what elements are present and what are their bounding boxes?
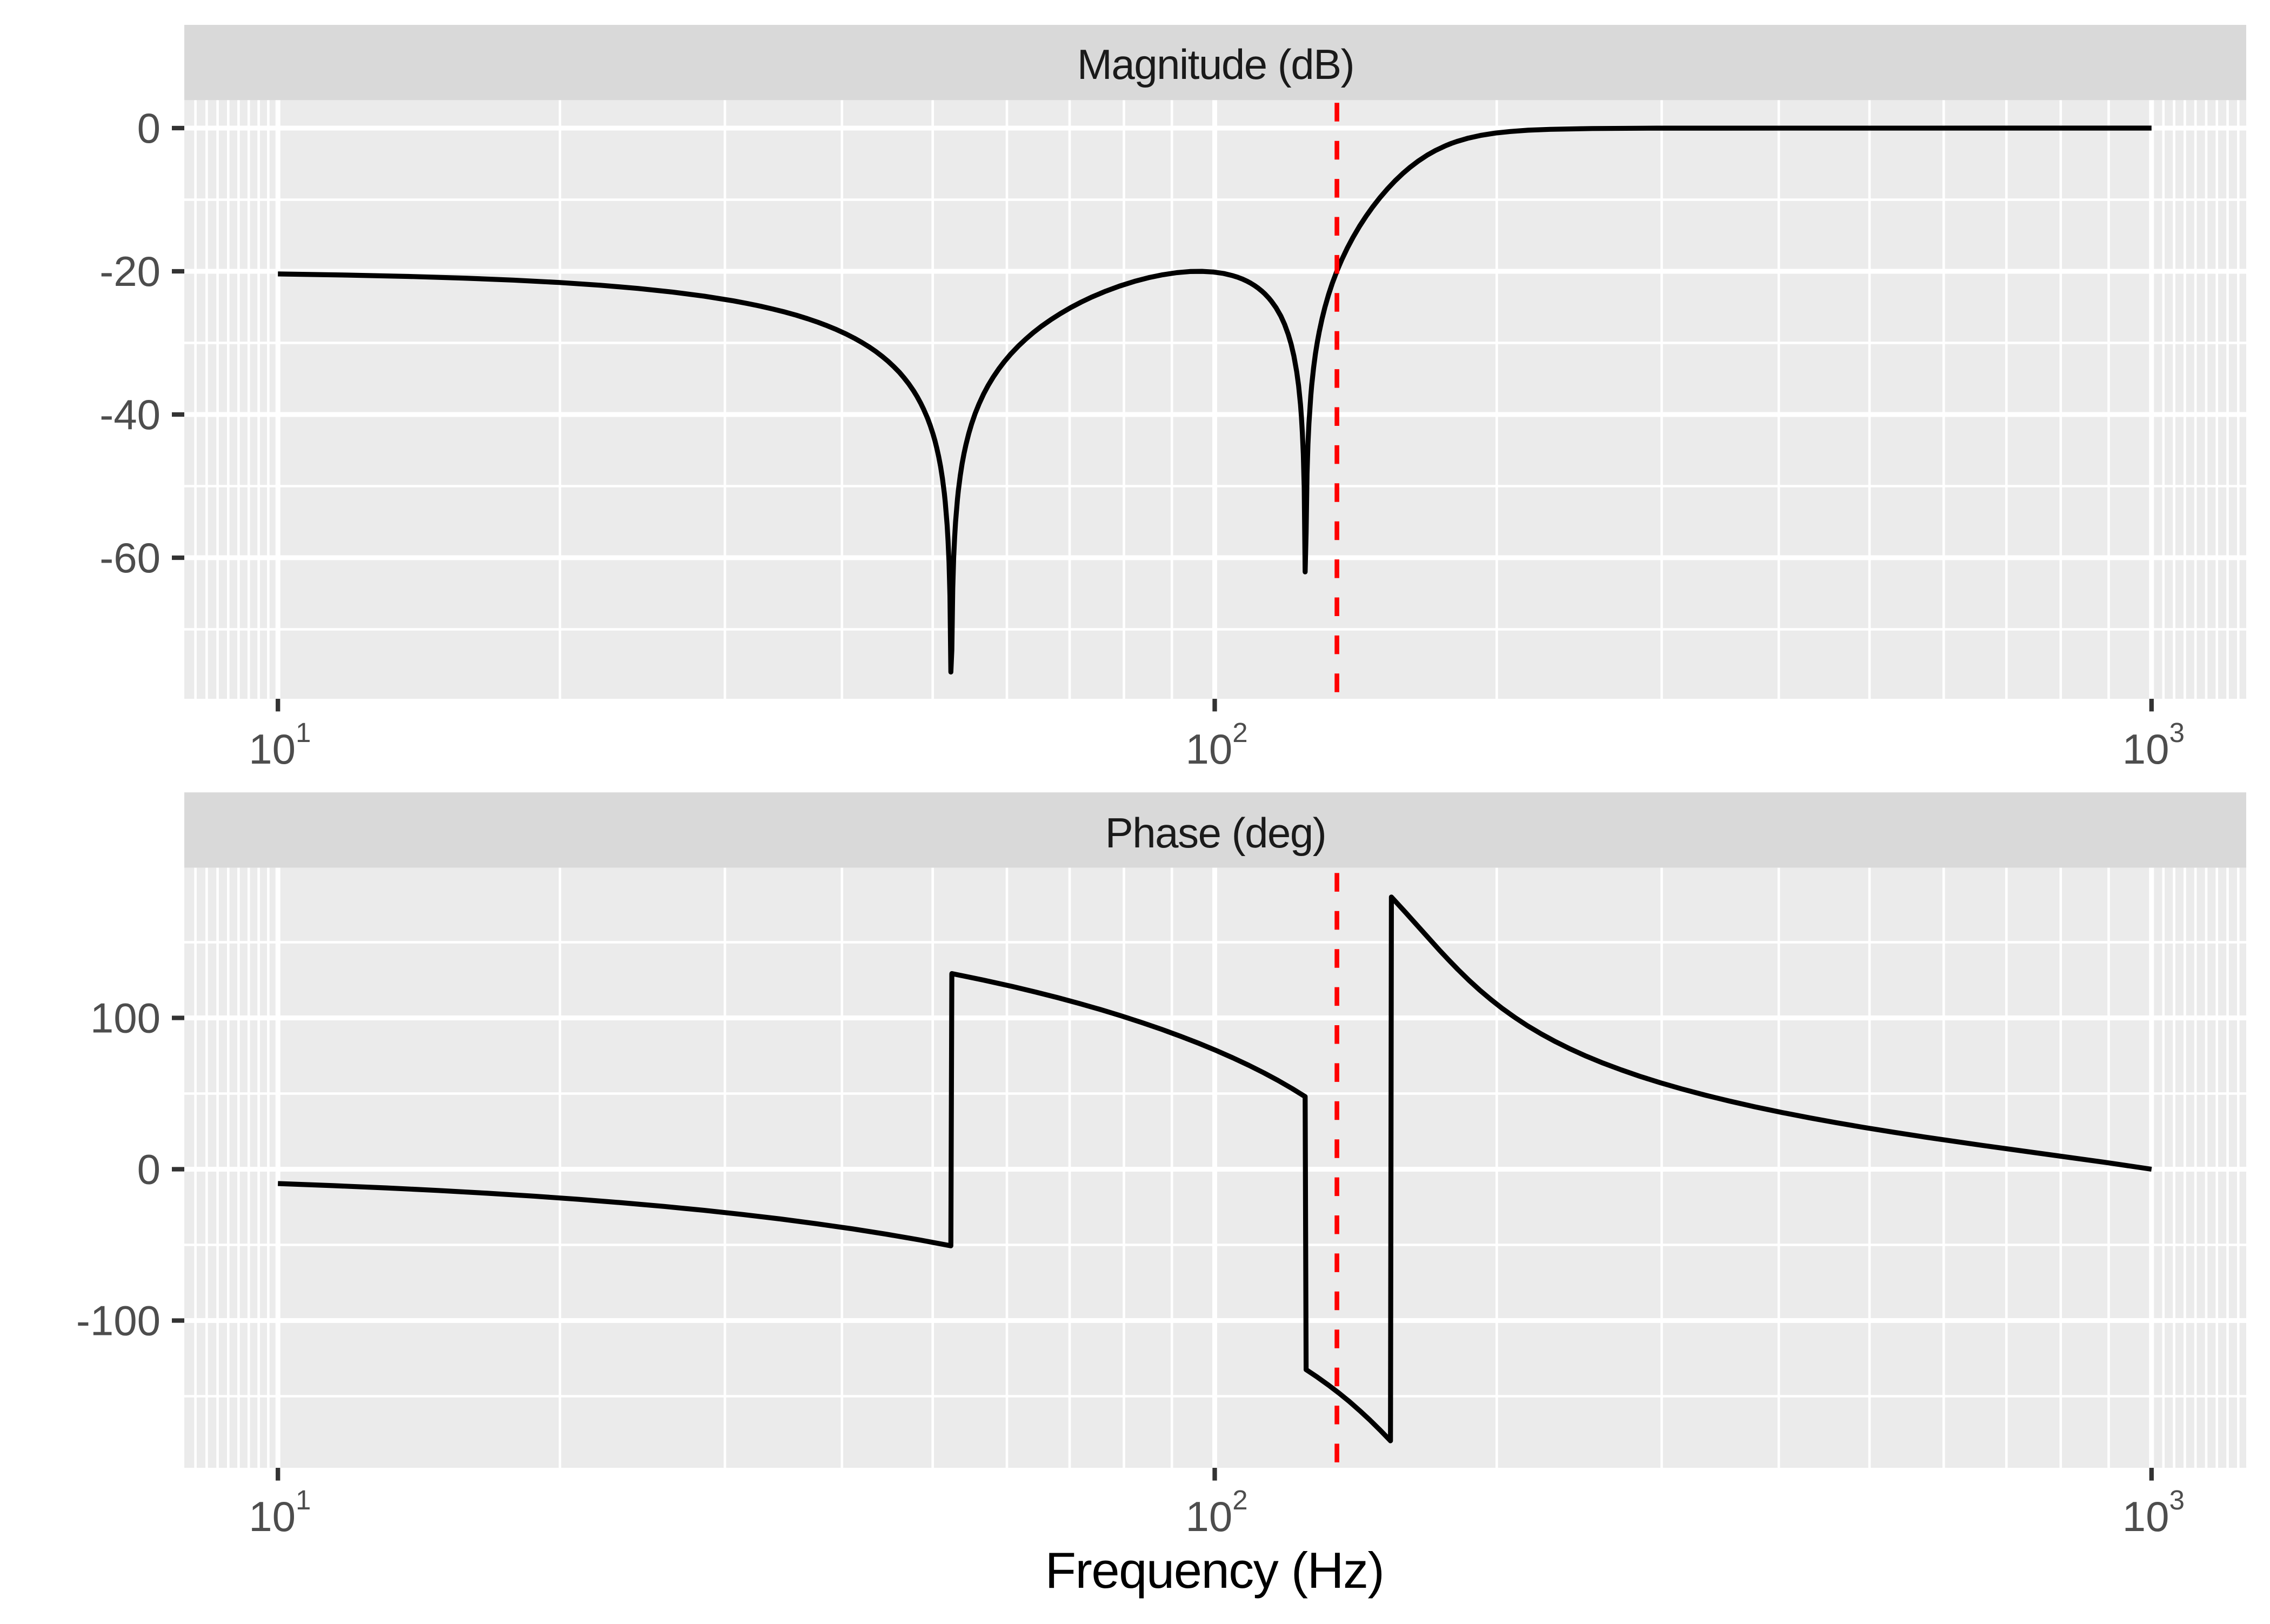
- svg-text:0: 0: [137, 104, 161, 152]
- svg-text:-100: -100: [76, 1296, 161, 1344]
- svg-text:103: 103: [2122, 717, 2185, 773]
- svg-text:Magnitude (dB): Magnitude (dB): [1077, 41, 1354, 88]
- svg-text:101: 101: [249, 717, 311, 773]
- svg-text:-20: -20: [99, 248, 161, 295]
- svg-text:0: 0: [137, 1145, 161, 1193]
- svg-text:-40: -40: [99, 391, 161, 438]
- svg-text:100: 100: [90, 994, 161, 1041]
- svg-text:-60: -60: [99, 534, 161, 582]
- svg-text:Frequency (Hz): Frequency (Hz): [1045, 1542, 1384, 1599]
- svg-text:Phase (deg): Phase (deg): [1105, 809, 1326, 857]
